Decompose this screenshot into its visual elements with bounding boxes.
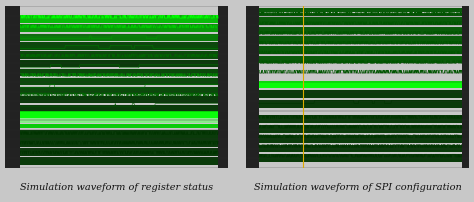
Bar <box>218 6 228 168</box>
Bar <box>259 46 462 54</box>
Bar <box>20 51 218 59</box>
Bar <box>259 135 462 143</box>
Bar <box>20 118 218 123</box>
Bar <box>259 36 462 44</box>
Bar <box>259 125 462 133</box>
Bar <box>259 13 462 16</box>
Bar <box>20 124 218 128</box>
Bar <box>20 15 218 23</box>
Bar <box>259 145 462 152</box>
Text: Simulation waveform of register status: Simulation waveform of register status <box>19 183 213 192</box>
Bar <box>20 96 218 103</box>
Bar <box>259 100 462 108</box>
Bar <box>259 27 462 34</box>
Bar <box>20 87 218 94</box>
Bar <box>259 90 462 98</box>
Bar <box>259 8 462 12</box>
Bar <box>20 130 218 139</box>
Text: Simulation waveform of SPI configuration: Simulation waveform of SPI configuration <box>254 183 462 192</box>
Bar <box>20 42 218 50</box>
Bar <box>20 157 218 165</box>
Bar <box>20 11 218 13</box>
Bar <box>20 60 218 67</box>
Bar <box>20 34 218 41</box>
Bar <box>20 105 218 112</box>
Bar <box>259 116 462 123</box>
Bar <box>259 154 462 162</box>
Bar <box>259 17 462 25</box>
Bar <box>259 56 462 63</box>
Bar <box>259 81 462 88</box>
Bar <box>20 148 218 156</box>
Bar <box>246 6 259 168</box>
Bar <box>20 78 218 85</box>
Bar <box>20 69 218 76</box>
Bar <box>462 6 469 168</box>
Bar <box>20 139 218 147</box>
Bar <box>20 112 218 118</box>
Bar <box>5 6 20 168</box>
Bar <box>20 24 218 32</box>
